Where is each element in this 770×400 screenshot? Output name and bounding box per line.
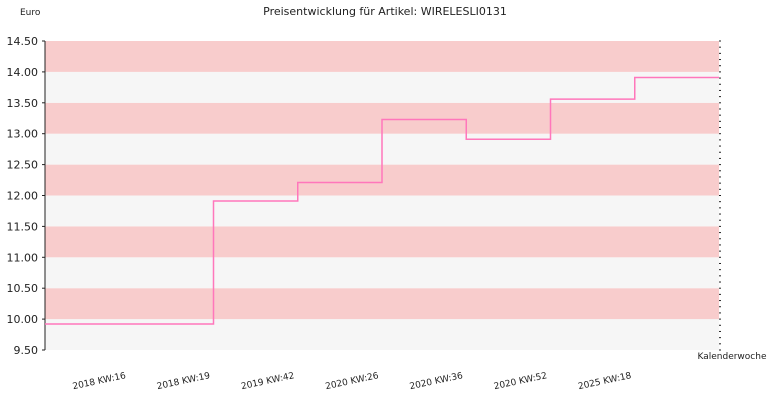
x-tick-label: 2020 KW:36	[409, 371, 464, 392]
y-tick-label: 13.00	[7, 128, 39, 141]
chart-title: Preisentwicklung für Artikel: WIRELESLI0…	[263, 5, 507, 18]
y-axis	[42, 40, 46, 351]
price-step-line	[45, 76, 719, 325]
background-band	[45, 71, 719, 103]
x-axis-label: Kalenderwoche	[697, 352, 766, 362]
y-tick-label: 13.50	[7, 97, 39, 110]
x-tick-label: 2020 KW:52	[493, 371, 548, 392]
y-tick-label: 14.50	[7, 35, 39, 48]
background-band	[45, 195, 719, 227]
y-tick-label: 9.50	[14, 344, 39, 357]
x-tick-label: 2020 KW:26	[325, 371, 380, 392]
x-tick-labels: 2018 KW:16 2018 KW:19 2019 KW:42 2020 KW:26…	[72, 371, 633, 392]
background-band	[45, 257, 719, 289]
y-tick-label: 12.00	[7, 190, 39, 203]
y-tick-labels: 9.50 10.00 10.50 11.00 11.50 12.00 12.50 13.00 1…	[7, 35, 39, 357]
x-tick-label: 2018 KW:19	[156, 371, 211, 392]
y-tick-label: 11.50	[7, 220, 39, 233]
y-tick-label: 14.00	[7, 66, 39, 79]
y-tick-label: 12.50	[7, 159, 39, 172]
x-tick-label: 2025 KW:18	[577, 371, 632, 392]
background-band	[45, 288, 719, 320]
background-band	[45, 41, 719, 72]
background-band	[45, 226, 719, 258]
y-tick-label: 10.50	[7, 282, 39, 295]
y-tick-label: 10.00	[7, 313, 39, 326]
background-bands	[45, 41, 719, 350]
x-tick-label: 2018 KW:16	[72, 371, 127, 392]
x-tick-label: 2019 KW:42	[240, 371, 295, 392]
y-tick-label: 11.00	[7, 251, 39, 264]
y-axis-label: Euro	[20, 8, 41, 18]
right-minor-ticks	[719, 40, 721, 351]
